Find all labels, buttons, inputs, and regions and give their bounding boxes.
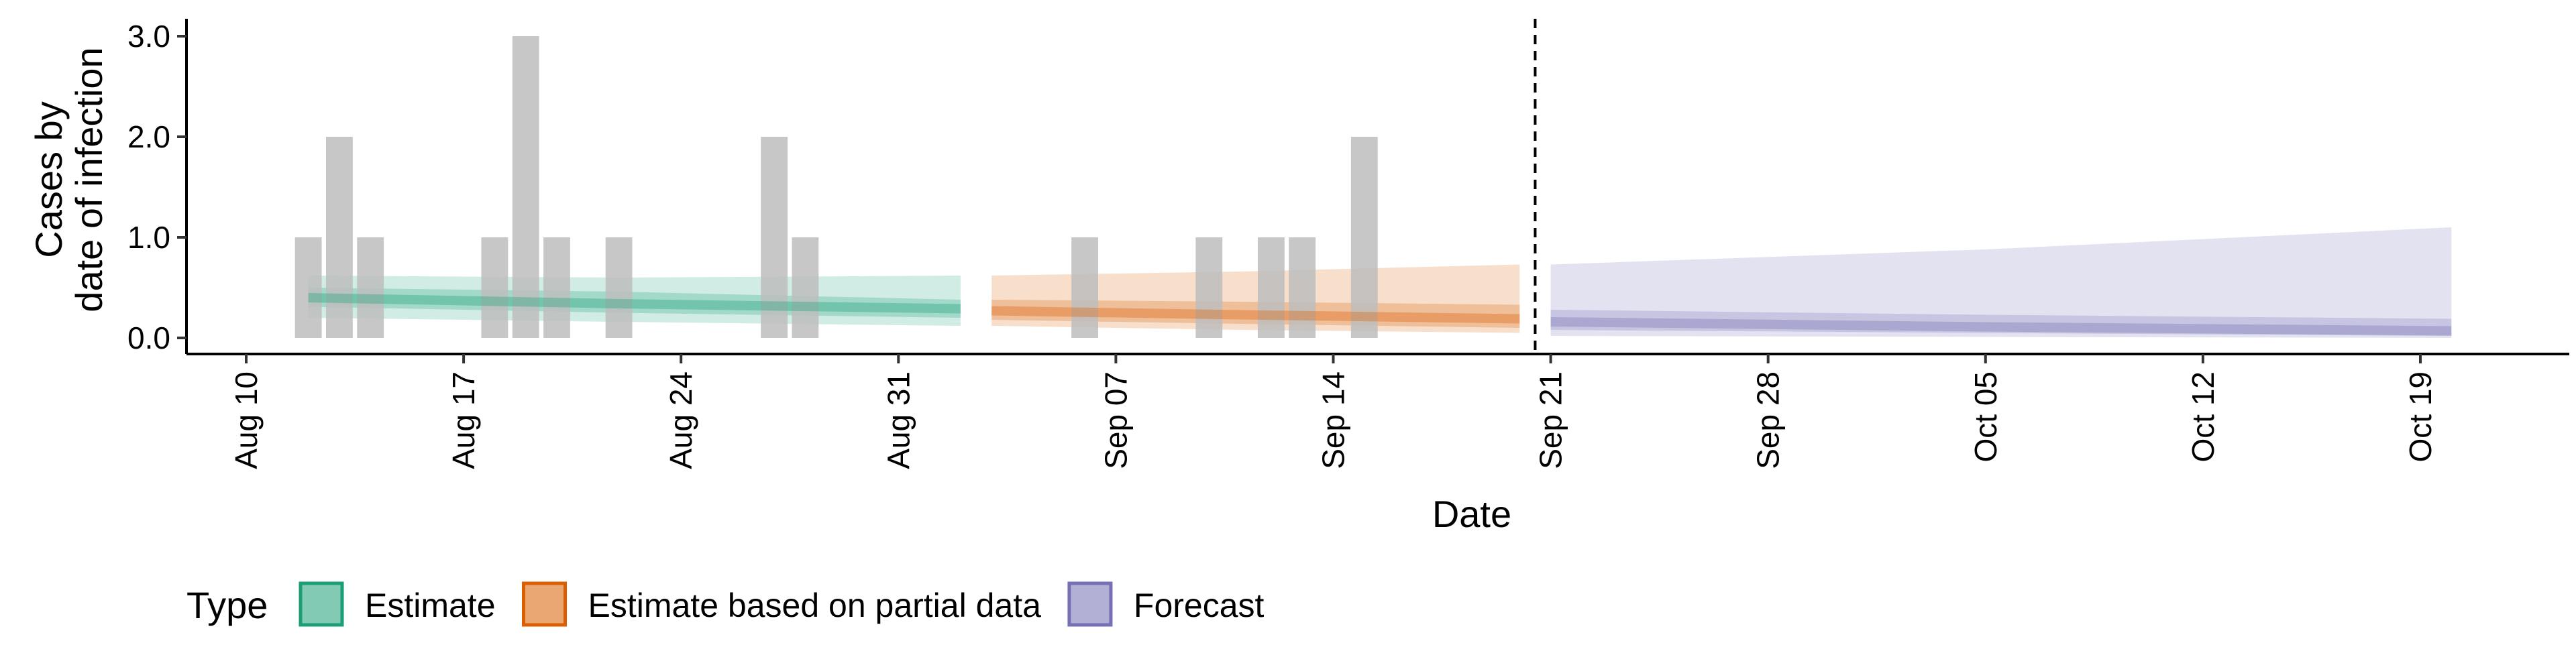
legend-label: Estimate based on partial data — [588, 587, 1042, 624]
estimate-based-on-partial-data-inner-band — [991, 300, 1520, 328]
case-bar — [325, 137, 353, 338]
y-tick-label: 0.0 — [127, 320, 170, 355]
axes-layer: 0.0 1.0 2.0 3.0 Aug 10 Aug 17 Aug 24 Aug 31 Sep … — [28, 19, 2569, 535]
case-bar — [792, 237, 819, 338]
x-tick-label: Sep 07 — [1098, 371, 1133, 469]
median-line-layer — [308, 293, 2452, 336]
case-bar — [605, 237, 633, 338]
x-tick-label: Oct 05 — [1968, 371, 2003, 463]
y-tick-label: 3.0 — [127, 19, 170, 54]
forecast-median-line — [1550, 317, 2452, 336]
y-axis-title-line: date of infection — [68, 47, 110, 312]
case-bar — [543, 237, 570, 338]
x-tick-label: Aug 10 — [229, 371, 264, 469]
case-bar — [1350, 137, 1378, 338]
legend-title: Type — [186, 584, 268, 626]
x-tick-label: Sep 21 — [1534, 371, 1568, 469]
case-bar — [1071, 237, 1099, 338]
y-tick-label: 1.0 — [127, 220, 170, 255]
y-axis-title-line: Cases by — [28, 101, 70, 257]
estimate-legend-key — [299, 581, 344, 627]
case-bar — [1289, 237, 1316, 338]
forecast-outer-band — [1550, 227, 2452, 338]
x-tick-label: Oct 19 — [2403, 371, 2438, 463]
case-bar — [357, 237, 384, 338]
x-tick-label: Sep 14 — [1316, 371, 1351, 469]
case-bar — [294, 237, 322, 338]
case-bar — [1257, 237, 1285, 338]
estimate-based-on-partial-data-median-line — [991, 306, 1520, 324]
forecast-legend-key — [1067, 581, 1113, 627]
case-bar — [761, 137, 788, 338]
estimate-based-on-partial-data-outer-band — [991, 264, 1520, 333]
legend: Type Estimate Estimate based on partial da… — [186, 581, 1265, 627]
x-axis-title: Date — [1432, 493, 1511, 535]
case-bar — [512, 36, 539, 338]
x-tick-label: Aug 31 — [881, 371, 916, 469]
y-axis-title: Cases bydate of infection — [28, 47, 110, 312]
y-tick-label: 2.0 — [127, 119, 170, 154]
legend-label: Estimate — [365, 587, 496, 624]
x-tick-label: Aug 17 — [446, 371, 481, 469]
case-bar — [481, 237, 508, 338]
case-bar — [1195, 237, 1223, 338]
forecast-inner-band — [1550, 310, 2452, 336]
estimate-median-line — [308, 293, 961, 314]
ribbon-layer — [308, 227, 2452, 338]
bar-layer — [294, 36, 1378, 338]
x-tick-label: Aug 24 — [663, 371, 698, 469]
x-tick-label: Oct 12 — [2186, 371, 2220, 463]
legend-label: Forecast — [1134, 587, 1265, 624]
x-tick-label: Sep 28 — [1751, 371, 1786, 469]
estimate-based-on-partial-data-legend-key — [522, 581, 568, 627]
